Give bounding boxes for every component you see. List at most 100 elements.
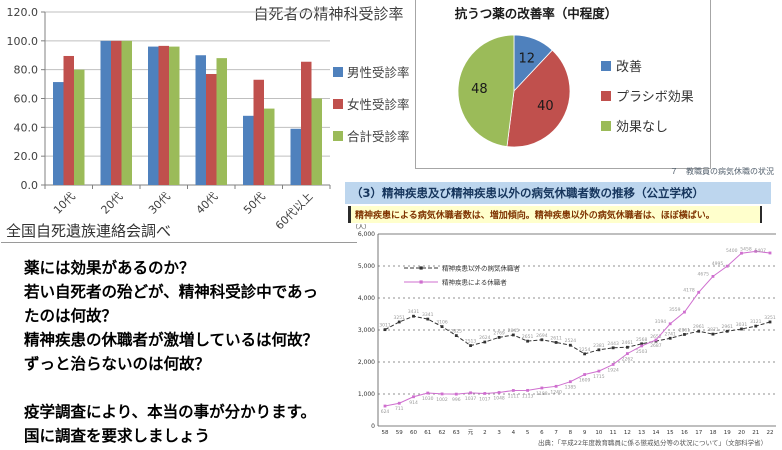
- svg-text:3251: 3251: [394, 315, 406, 321]
- svg-text:120.0: 120.0: [7, 6, 39, 19]
- svg-text:21: 21: [752, 430, 759, 436]
- svg-text:2262: 2262: [622, 357, 634, 363]
- svg-text:1240: 1240: [550, 389, 562, 395]
- svg-text:58: 58: [382, 430, 389, 436]
- callout-banner: 精神疾患による病気休職者数は、増加傾向。精神疾患以外の病気休職者は、ほぼ横ばい。: [348, 206, 762, 223]
- svg-text:20.0: 20.0: [14, 150, 39, 163]
- svg-text:3,000: 3,000: [358, 327, 375, 334]
- legend-item-improved: 改善: [601, 56, 694, 75]
- svg-text:12: 12: [519, 52, 536, 67]
- svg-text:2825: 2825: [451, 329, 463, 335]
- svg-text:4,000: 4,000: [358, 295, 375, 302]
- svg-text:2503: 2503: [636, 349, 648, 355]
- section-note: ７ 教職員の病気休職の状況: [670, 167, 774, 176]
- svg-text:9: 9: [583, 430, 587, 436]
- svg-text:60代以上: 60代以上: [273, 190, 315, 232]
- svg-text:80.0: 80.0: [14, 64, 39, 77]
- bar-chart-plot: 0.0 20.0 40.0 60.0 80.0 100.0 120.0 10代 20代 30代 40…: [0, 0, 340, 242]
- line-chart-plot: 0 1,000 2,000 3,000 4,000 5,000 6,000 （人） 58 59 60…: [342, 224, 782, 436]
- svg-text:711: 711: [395, 406, 404, 412]
- svg-text:18: 18: [709, 430, 716, 436]
- svg-text:61: 61: [424, 430, 431, 436]
- svg-text:10代: 10代: [51, 190, 78, 217]
- svg-text:3: 3: [497, 430, 501, 436]
- svg-text:20: 20: [738, 430, 745, 436]
- line-chart-source: 出典：「平成22年度教育職員に係る懲戒処分等の状況について」（文部科学省）: [538, 439, 768, 447]
- svg-text:0.0: 0.0: [21, 179, 39, 192]
- svg-text:2611: 2611: [550, 335, 562, 341]
- svg-text:5458: 5458: [740, 246, 752, 252]
- legend-item-no-effect: 効果なし: [601, 116, 694, 135]
- svg-text:2513: 2513: [465, 339, 477, 345]
- svg-text:50代: 50代: [241, 190, 268, 217]
- svg-text:1,000: 1,000: [358, 391, 375, 398]
- svg-text:3559: 3559: [669, 307, 681, 313]
- svg-text:59: 59: [396, 430, 403, 436]
- section-header: （3）精神疾患及び精神疾患以外の病気休職者数の推移（公立学校）: [345, 182, 771, 204]
- svg-text:2254: 2254: [579, 347, 591, 353]
- svg-text:3121: 3121: [750, 319, 762, 325]
- svg-text:10: 10: [595, 430, 602, 436]
- svg-text:元: 元: [468, 429, 474, 436]
- pie-chart-plot: 12 40 48: [436, 24, 596, 164]
- svg-text:1113: 1113: [522, 393, 534, 399]
- svg-text:30代: 30代: [146, 190, 173, 217]
- legend-label-placebo: プラシボ効果: [616, 90, 694, 105]
- horizontal-divider: [1, 242, 357, 243]
- bar-chart-legend: 男性受診率 女性受診率 合計受診率: [333, 62, 410, 158]
- legend-label-improved: 改善: [616, 60, 643, 75]
- svg-text:精神疾患以外の病気休職者: 精神疾患以外の病気休職者: [442, 264, 521, 273]
- legend-label-no-effect: 効果なし: [616, 120, 669, 135]
- svg-text:5: 5: [526, 430, 530, 436]
- svg-text:3011: 3011: [379, 323, 391, 329]
- svg-text:3251: 3251: [764, 315, 776, 321]
- svg-text:4995: 4995: [712, 261, 724, 267]
- svg-text:1048: 1048: [493, 395, 505, 401]
- svg-text:1715: 1715: [593, 374, 605, 380]
- svg-text:48: 48: [471, 82, 488, 97]
- svg-text:2961: 2961: [721, 324, 733, 330]
- svg-text:6: 6: [540, 430, 544, 436]
- svg-text:1385: 1385: [565, 385, 577, 391]
- svg-text:（人）: （人）: [352, 224, 370, 231]
- legend-swatch-improved: [601, 60, 611, 71]
- svg-text:2769: 2769: [493, 330, 505, 336]
- svg-text:0: 0: [371, 423, 375, 430]
- legend-swatch-placebo: [601, 90, 611, 101]
- svg-text:40代: 40代: [194, 190, 221, 217]
- legend-item-placebo: プラシボ効果: [601, 86, 694, 105]
- svg-text:2861: 2861: [679, 327, 691, 333]
- svg-text:5407: 5407: [755, 248, 767, 254]
- legend-item-total: 合計受診率: [333, 126, 410, 145]
- legend-label-total: 合計受診率: [347, 129, 410, 144]
- svg-text:4675: 4675: [698, 271, 710, 277]
- svg-text:914: 914: [409, 400, 418, 406]
- svg-text:2845: 2845: [508, 328, 520, 334]
- svg-text:19: 19: [724, 430, 731, 436]
- legend-item-female: 女性受診率: [333, 94, 410, 113]
- svg-text:2524: 2524: [565, 338, 577, 344]
- svg-text:2687: 2687: [650, 343, 662, 349]
- svg-text:16: 16: [681, 430, 688, 436]
- svg-text:12: 12: [624, 430, 631, 436]
- svg-text:1030: 1030: [422, 396, 434, 402]
- bar-chart-title: 自死者の精神科受診率: [253, 5, 404, 23]
- svg-text:40: 40: [537, 99, 554, 114]
- svg-text:2741: 2741: [664, 331, 676, 337]
- svg-text:2624: 2624: [479, 335, 491, 341]
- pie-chart-title: 抗うつ薬の改善率（中程度）: [454, 6, 618, 21]
- svg-text:1188: 1188: [536, 391, 548, 397]
- legend-label-male: 男性受診率: [347, 65, 410, 80]
- pie-chart-legend: 改善 プラシボ効果 効果なし: [601, 56, 694, 146]
- svg-text:40.0: 40.0: [14, 121, 39, 134]
- legend-swatch-total: [333, 130, 343, 141]
- svg-text:2443: 2443: [607, 341, 619, 347]
- svg-text:100.0: 100.0: [7, 35, 39, 48]
- legend-item-male: 男性受診率: [333, 62, 410, 81]
- svg-text:2651: 2651: [522, 334, 534, 340]
- svg-text:3341: 3341: [422, 312, 434, 318]
- legend-swatch-no-effect: [601, 120, 611, 131]
- svg-text:1924: 1924: [607, 367, 619, 373]
- svg-text:2961: 2961: [693, 324, 705, 330]
